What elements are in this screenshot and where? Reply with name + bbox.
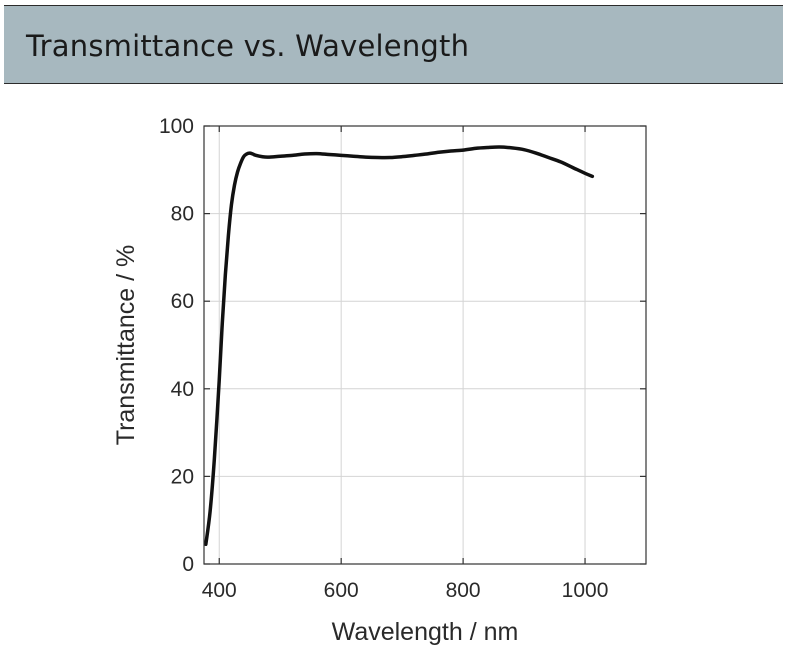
title-bar: Transmittance vs. Wavelength bbox=[4, 5, 783, 84]
y-tick-label: 80 bbox=[171, 203, 194, 226]
y-tick-label: 100 bbox=[159, 115, 194, 138]
y-tick-label: 0 bbox=[182, 553, 194, 576]
x-tick-label: 400 bbox=[202, 579, 237, 602]
ticks bbox=[204, 125, 646, 565]
y-axis-title: Transmittance / % bbox=[112, 245, 140, 446]
x-tick-label: 1000 bbox=[562, 579, 609, 602]
y-tick-label: 60 bbox=[171, 290, 194, 313]
x-axis-title: Wavelength / nm bbox=[332, 618, 519, 646]
transmittance-line bbox=[204, 145, 595, 547]
plot-frame bbox=[203, 125, 647, 565]
x-tick-label: 800 bbox=[446, 579, 481, 602]
y-tick-label: 20 bbox=[171, 465, 194, 488]
grid bbox=[204, 125, 646, 565]
page-title: Transmittance vs. Wavelength bbox=[26, 29, 470, 63]
x-tick-labels: 400 600 800 1000 bbox=[202, 579, 609, 602]
y-tick-labels: 0 20 40 60 80 100 bbox=[159, 115, 194, 576]
y-tick-label: 40 bbox=[171, 378, 194, 401]
x-tick-label: 600 bbox=[324, 579, 359, 602]
